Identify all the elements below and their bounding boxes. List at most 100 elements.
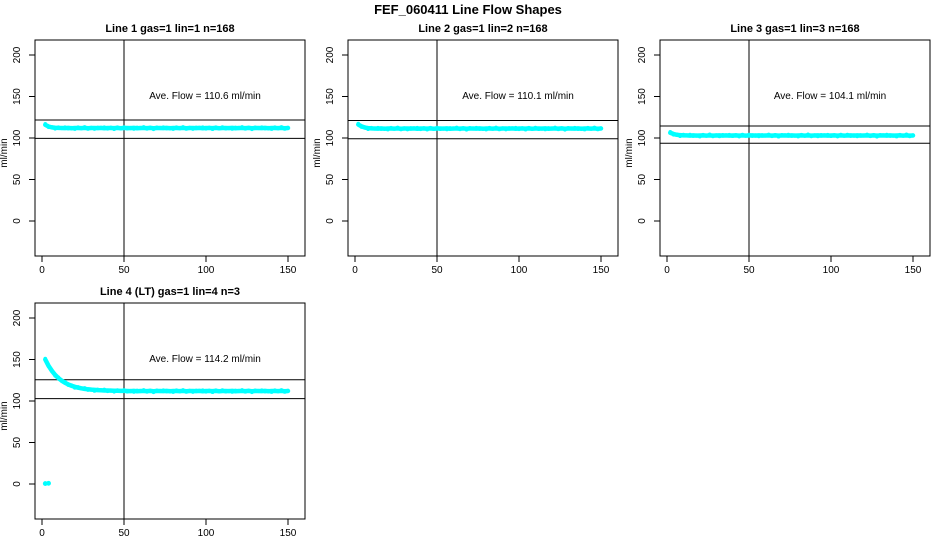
data-point	[168, 388, 172, 393]
data-point	[494, 125, 498, 130]
data-point	[171, 127, 175, 131]
data-point	[161, 125, 166, 129]
data-point	[415, 125, 420, 130]
data-point	[484, 127, 488, 132]
data-point	[845, 132, 850, 137]
data-point	[191, 127, 195, 131]
data-point	[141, 388, 146, 392]
data-point	[135, 125, 139, 130]
data-point	[901, 134, 905, 138]
data-point	[569, 126, 574, 131]
data-point	[253, 125, 257, 130]
data-point	[458, 127, 462, 132]
data-point	[399, 127, 403, 132]
y-tick-label: 0	[637, 218, 648, 224]
data-point	[191, 390, 195, 394]
data-point	[740, 132, 745, 137]
data-point	[148, 125, 153, 130]
data-point	[286, 388, 290, 393]
data-point	[412, 126, 416, 131]
subplot-title: Line 2 gas=1 lin=2 n=168	[418, 23, 547, 35]
data-point	[471, 126, 475, 131]
y-tick-label: 100	[637, 129, 648, 146]
data-point	[151, 127, 156, 132]
data-point	[177, 126, 182, 131]
data-point	[757, 134, 761, 139]
data-point	[187, 125, 192, 130]
data-point	[233, 125, 238, 130]
data-point	[418, 127, 423, 132]
data-point	[435, 125, 439, 130]
subplot-title: Line 1 gas=1 lin=1 n=168	[105, 23, 234, 35]
data-point	[73, 386, 77, 390]
data-point	[599, 126, 603, 130]
data-point	[79, 126, 84, 131]
data-point	[707, 132, 712, 137]
data-point	[586, 125, 590, 130]
data-point	[487, 125, 492, 130]
data-point	[227, 388, 231, 393]
data-point	[839, 132, 843, 137]
data-point	[230, 127, 235, 131]
data-point	[214, 125, 218, 129]
data-point	[894, 134, 899, 139]
data-point	[128, 125, 133, 130]
x-tick-label: 100	[823, 265, 840, 276]
data-point	[566, 125, 570, 130]
data-point	[246, 388, 251, 393]
data-point	[266, 125, 271, 130]
data-point	[263, 126, 267, 131]
data-point	[115, 388, 120, 392]
data-point	[743, 134, 748, 138]
data-point	[477, 127, 482, 131]
data-point	[269, 390, 274, 394]
data-point	[875, 134, 879, 139]
data-point	[553, 125, 557, 130]
subplot-title: Line 4 (LT) gas=1 lin=4 n=3	[100, 286, 240, 298]
data-point	[438, 127, 443, 132]
y-axis-label: ml/min	[0, 401, 10, 430]
x-tick-label: 150	[593, 265, 610, 276]
data-point	[197, 389, 202, 394]
data-point	[490, 127, 495, 131]
data-point	[468, 125, 472, 130]
data-point	[513, 125, 518, 130]
data-point	[510, 126, 515, 131]
data-point	[536, 127, 541, 132]
data-point	[576, 127, 580, 131]
data-point	[379, 127, 384, 131]
data-point	[727, 132, 732, 137]
y-axis-label: ml/min	[625, 138, 635, 167]
data-point	[363, 125, 367, 129]
data-point	[273, 125, 277, 130]
data-point	[181, 388, 185, 392]
data-point	[256, 389, 261, 394]
data-point	[217, 389, 221, 394]
data-point	[366, 127, 370, 132]
data-point	[223, 389, 228, 394]
data-point	[89, 125, 93, 130]
data-point	[112, 127, 116, 132]
data-point	[766, 132, 771, 137]
data-point	[454, 125, 459, 130]
plot-box	[659, 39, 931, 257]
data-point	[250, 127, 254, 132]
data-point	[382, 126, 387, 131]
data-point	[105, 389, 110, 394]
data-point	[132, 390, 136, 394]
data-point	[898, 132, 902, 137]
data-point	[246, 125, 251, 130]
subplot-line2-chart: Line 2 gas=1 lin=2 n=168 0 50 100 150 200 ml/m…	[313, 23, 619, 276]
data-point	[56, 125, 61, 129]
data-point	[276, 389, 280, 394]
data-point	[214, 388, 218, 392]
data-point	[865, 132, 869, 137]
data-point	[109, 125, 113, 130]
data-point	[556, 127, 561, 132]
y-axis-label: ml/min	[313, 138, 323, 167]
data-point	[878, 132, 882, 137]
data-point	[282, 127, 287, 131]
data-point	[46, 125, 51, 130]
data-point	[125, 389, 130, 394]
data-point	[806, 132, 810, 137]
